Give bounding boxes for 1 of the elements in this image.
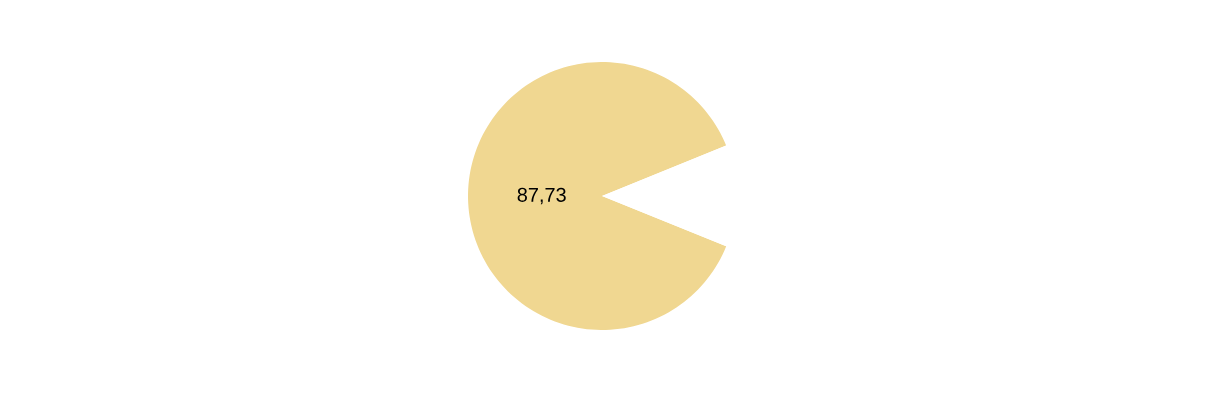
data-label: 87,73 bbox=[517, 187, 566, 205]
